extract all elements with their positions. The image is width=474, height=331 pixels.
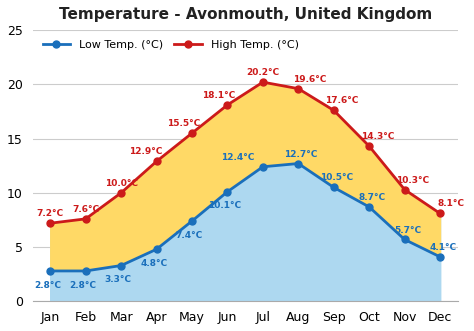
Text: 12.4°C: 12.4°C xyxy=(221,153,255,162)
Text: 20.2°C: 20.2°C xyxy=(246,68,280,77)
High Temp. (°C) xyxy=(154,159,159,163)
Text: 10.0°C: 10.0°C xyxy=(105,179,137,188)
Low Temp. (°C) xyxy=(118,263,124,267)
High Temp. (°C) xyxy=(260,80,266,84)
High Temp. (°C) xyxy=(47,221,53,225)
Text: 12.9°C: 12.9°C xyxy=(129,147,162,157)
Low Temp. (°C) xyxy=(47,269,53,273)
Text: 7.6°C: 7.6°C xyxy=(72,205,99,214)
Low Temp. (°C) xyxy=(189,219,195,223)
Text: 5.7°C: 5.7°C xyxy=(394,225,421,235)
Text: 10.1°C: 10.1°C xyxy=(208,201,241,211)
Text: 10.5°C: 10.5°C xyxy=(320,173,353,182)
Text: 2.8°C: 2.8°C xyxy=(69,281,96,290)
High Temp. (°C) xyxy=(225,103,230,107)
Text: 10.3°C: 10.3°C xyxy=(396,176,429,185)
Text: 4.1°C: 4.1°C xyxy=(429,243,456,252)
Low Temp. (°C) xyxy=(154,247,159,251)
Text: 7.2°C: 7.2°C xyxy=(36,209,64,218)
Low Temp. (°C) xyxy=(366,205,372,209)
High Temp. (°C) xyxy=(366,144,372,148)
Text: 12.7°C: 12.7°C xyxy=(284,150,318,159)
High Temp. (°C) xyxy=(295,87,301,91)
Text: 15.5°C: 15.5°C xyxy=(167,119,201,128)
Text: 4.8°C: 4.8°C xyxy=(140,259,167,268)
Line: Low Temp. (°C): Low Temp. (°C) xyxy=(47,160,444,274)
Text: 8.7°C: 8.7°C xyxy=(358,193,385,202)
Text: 8.1°C: 8.1°C xyxy=(438,200,465,209)
High Temp. (°C) xyxy=(402,188,408,192)
Low Temp. (°C) xyxy=(437,255,443,259)
High Temp. (°C) xyxy=(83,217,89,221)
High Temp. (°C) xyxy=(331,108,337,112)
Text: 19.6°C: 19.6°C xyxy=(293,75,326,84)
Title: Temperature - Avonmouth, United Kingdom: Temperature - Avonmouth, United Kingdom xyxy=(58,7,432,22)
Low Temp. (°C) xyxy=(295,162,301,166)
Text: 17.6°C: 17.6°C xyxy=(325,96,359,105)
Text: 3.3°C: 3.3°C xyxy=(105,275,132,284)
Line: High Temp. (°C): High Temp. (°C) xyxy=(47,79,444,227)
Text: 2.8°C: 2.8°C xyxy=(34,281,61,290)
Low Temp. (°C) xyxy=(83,269,89,273)
Text: 18.1°C: 18.1°C xyxy=(202,91,236,100)
Text: 14.3°C: 14.3°C xyxy=(361,132,394,141)
High Temp. (°C) xyxy=(437,212,443,215)
Low Temp. (°C) xyxy=(331,185,337,189)
High Temp. (°C) xyxy=(118,191,124,195)
Low Temp. (°C) xyxy=(260,165,266,169)
Low Temp. (°C) xyxy=(402,238,408,242)
Text: 7.4°C: 7.4°C xyxy=(175,231,203,240)
Legend: Low Temp. (°C), High Temp. (°C): Low Temp. (°C), High Temp. (°C) xyxy=(38,36,303,55)
High Temp. (°C) xyxy=(189,131,195,135)
Low Temp. (°C) xyxy=(225,190,230,194)
